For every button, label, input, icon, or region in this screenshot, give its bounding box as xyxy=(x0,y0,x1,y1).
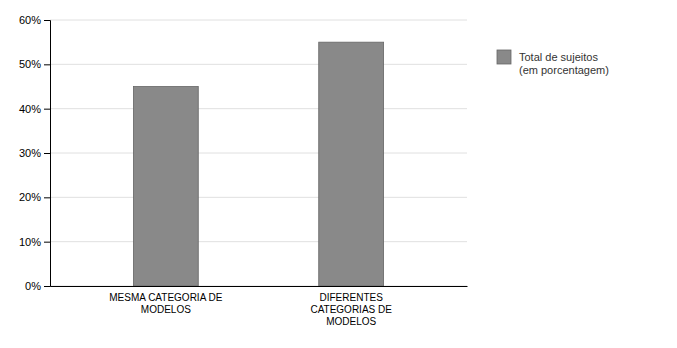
chart: 0%10%20%30%40%50%60%MESMA CATEGORIA DEMO… xyxy=(0,0,677,348)
x-tick-label-line: MESMA CATEGORIA DE xyxy=(109,292,222,303)
y-tick-label: 40% xyxy=(19,103,41,115)
y-tick: 20% xyxy=(19,191,50,203)
x-tick-label-line: DIFERENTES xyxy=(319,292,383,303)
x-axis-line xyxy=(51,286,468,287)
x-tick-label-line: CATEGORIAS DE xyxy=(310,304,392,315)
y-tick-label: 20% xyxy=(19,191,41,203)
y-tick-label: 0% xyxy=(25,280,41,292)
bar xyxy=(319,42,384,286)
x-tick-label-line: MODELOS xyxy=(141,304,191,315)
legend-label-line: (em porcentagem) xyxy=(519,64,609,76)
x-tick-label-line: MODELOS xyxy=(326,316,376,327)
y-tick: 0% xyxy=(25,280,50,292)
y-tick: 50% xyxy=(19,58,50,70)
x-tick: MESMA CATEGORIA DEMODELOS xyxy=(109,286,222,315)
x-axis: MESMA CATEGORIA DEMODELOSDIFERENTESCATEG… xyxy=(51,286,468,327)
grid-line xyxy=(50,197,467,198)
x-tick-label: DIFERENTESCATEGORIAS DEMODELOS xyxy=(310,292,392,327)
y-tick-mark xyxy=(44,286,50,287)
y-tick-label: 50% xyxy=(19,58,41,70)
y-tick-label: 30% xyxy=(19,147,41,159)
x-tick: DIFERENTESCATEGORIAS DEMODELOS xyxy=(310,286,392,327)
y-tick: 10% xyxy=(19,236,50,248)
legend-swatch xyxy=(497,50,511,64)
grid-line xyxy=(50,108,467,109)
bar xyxy=(133,87,198,287)
grid xyxy=(50,20,467,286)
grid-line xyxy=(50,20,467,21)
grid-line xyxy=(50,286,467,287)
y-tick-label: 10% xyxy=(19,236,41,248)
y-tick-mark xyxy=(44,242,50,243)
y-axis: 0% 10% 20% 30% 40% 50% 60% xyxy=(19,14,51,292)
y-axis-line xyxy=(44,21,51,287)
legend-label-line: Total de sujeitos xyxy=(519,51,598,63)
plot: 0%10%20%30%40%50%60%MESMA CATEGORIA DEMO… xyxy=(19,14,468,327)
y-tick-label: 60% xyxy=(19,14,41,26)
y-tick-mark xyxy=(44,20,50,21)
y-tick: 40% xyxy=(19,103,50,115)
y-tick: 30% xyxy=(19,147,50,159)
bars xyxy=(133,42,383,286)
y-tick-mark xyxy=(44,153,50,154)
grid-line xyxy=(50,64,467,65)
y-tick-mark xyxy=(44,197,50,198)
x-tick-label: MESMA CATEGORIA DEMODELOS xyxy=(109,292,222,315)
legend: Total de sujeitos(em porcentagem) xyxy=(497,50,609,76)
y-tick: 60% xyxy=(19,14,50,26)
legend-item: Total de sujeitos(em porcentagem) xyxy=(497,50,609,76)
legend-label: Total de sujeitos(em porcentagem) xyxy=(519,51,609,76)
grid-line xyxy=(50,153,467,154)
y-tick-mark xyxy=(44,109,50,110)
grid-line xyxy=(50,241,467,242)
y-tick-mark xyxy=(44,64,50,65)
